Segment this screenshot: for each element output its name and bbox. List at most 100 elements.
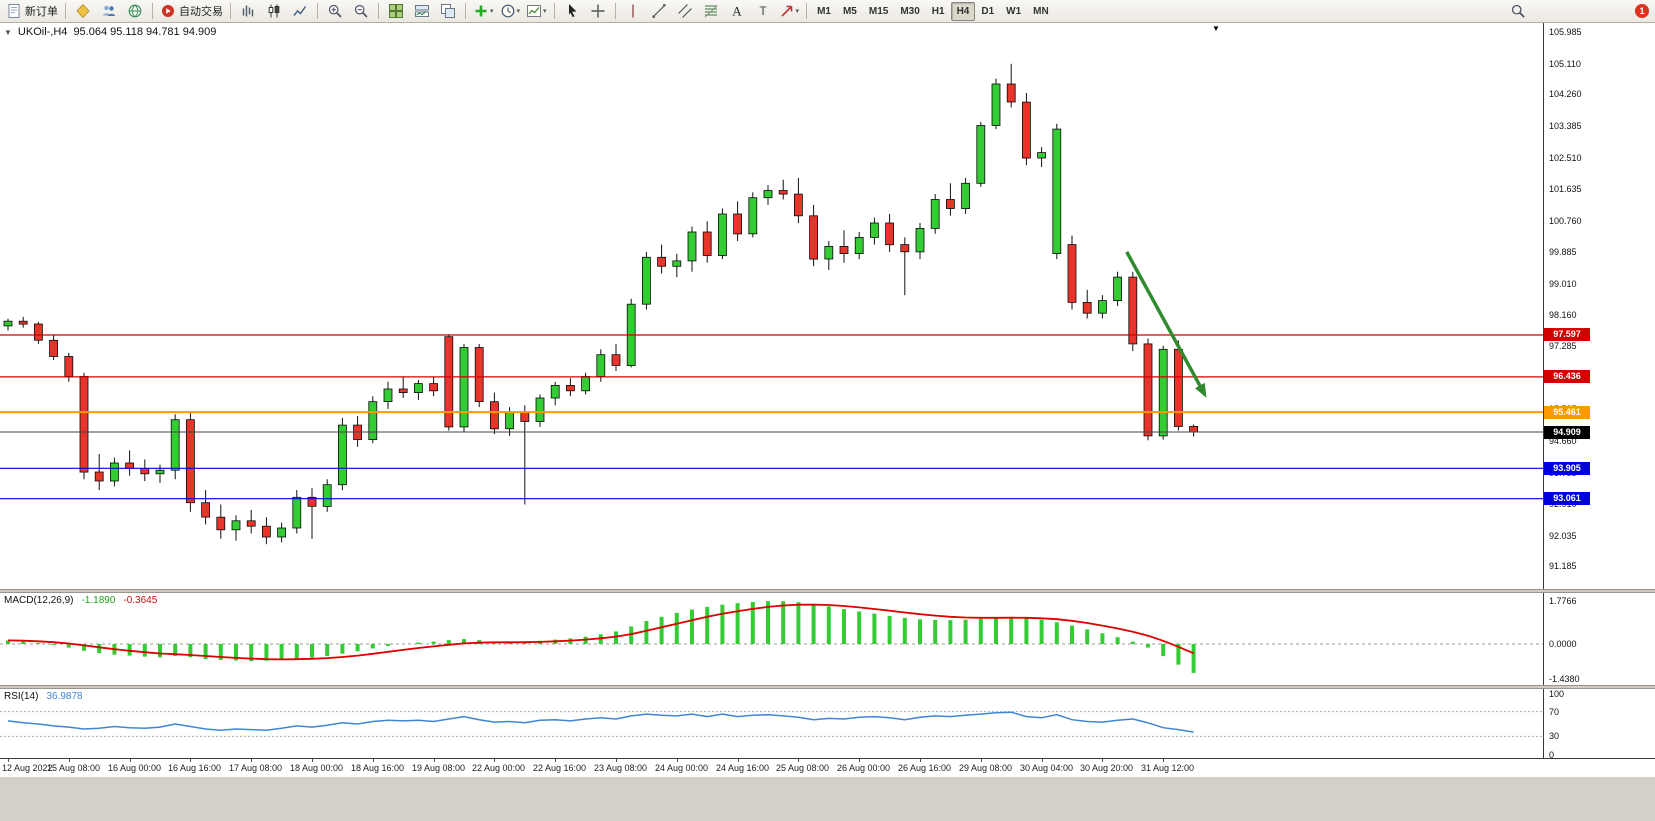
- toolbar-separator: [465, 3, 466, 19]
- new-order-button[interactable]: 新订单: [3, 0, 61, 22]
- time-label: 15 Aug 08:00: [47, 763, 101, 773]
- add-indicator-icon[interactable]: ▾: [470, 0, 497, 22]
- zoom-out-icon[interactable]: [348, 0, 374, 22]
- main-chart[interactable]: ▼ UKOil-,H4 95.064 95.118 94.781 94.909 …: [0, 23, 1543, 589]
- text-icon[interactable]: A: [724, 0, 750, 22]
- time-label: 26 Aug 16:00: [898, 763, 952, 773]
- toolbar-separator: [806, 3, 808, 19]
- timeframe-mn[interactable]: MN: [1033, 5, 1049, 17]
- chart-shift-marker-icon[interactable]: ▼: [1212, 24, 1220, 33]
- trendline-icon[interactable]: [646, 0, 672, 22]
- price-tick: 99.010: [1549, 279, 1577, 289]
- zoom-out-icon: [354, 4, 368, 18]
- templates-icon[interactable]: ▾: [523, 0, 550, 22]
- cursor-icon[interactable]: [559, 0, 585, 22]
- timeframe-m5[interactable]: M5: [842, 5, 857, 17]
- text-icon: A: [732, 4, 742, 19]
- rsi-scale-tick: 30: [1549, 731, 1560, 741]
- timeframe-h1[interactable]: H1: [931, 5, 945, 17]
- macd-scale-tick: -1.4380: [1549, 674, 1580, 684]
- timeframe-h4[interactable]: H4: [950, 1, 976, 21]
- zoom-in-icon[interactable]: [322, 0, 348, 22]
- time-label: 16 Aug 16:00: [168, 763, 222, 773]
- price-tick: 104.260: [1549, 89, 1582, 99]
- price-tick: 103.385: [1549, 121, 1582, 131]
- time-label: 25 Aug 08:00: [776, 763, 830, 773]
- bar-chart-icon[interactable]: [235, 0, 261, 22]
- time-label: 22 Aug 16:00: [533, 763, 587, 773]
- price-tick: 91.185: [1549, 561, 1577, 571]
- time-label: 30 Aug 20:00: [1080, 763, 1134, 773]
- time-tick: [1163, 759, 1164, 762]
- price-tick: 97.285: [1549, 341, 1577, 351]
- timeframe-m1[interactable]: M1: [817, 5, 831, 17]
- symbol-dropdown-icon[interactable]: ▼: [4, 27, 12, 37]
- crosshair-icon: [591, 4, 605, 18]
- time-tick: [677, 759, 678, 762]
- fibonacci-icon[interactable]: [698, 0, 724, 22]
- time-tick: [616, 759, 617, 762]
- time-tick: [859, 759, 860, 762]
- macd-panel[interactable]: MACD(12,26,9) -1.1890 -0.3645: [0, 593, 1543, 685]
- time-axis[interactable]: 12 Aug 2022 15 Aug 08:00 16 Aug 00:00 16 Au…: [0, 758, 1655, 776]
- time-tick: [8, 759, 9, 762]
- rsi-chart: [0, 711, 1543, 737]
- line-chart-icon[interactable]: [287, 0, 313, 22]
- new-order-button-label: 新订单: [25, 6, 58, 18]
- time-tick: [494, 759, 495, 762]
- rsi-value: 36.9878: [46, 691, 83, 702]
- line-chart-icon: [293, 6, 307, 16]
- time-label: 23 Aug 08:00: [594, 763, 648, 773]
- web-terminal-icon[interactable]: [122, 0, 148, 22]
- mql-icon: [76, 3, 90, 19]
- timeframe-w1[interactable]: W1: [1006, 5, 1022, 17]
- macd-axis[interactable]: 1.7766 0.0000 -1.4380: [1543, 593, 1655, 685]
- vertical-line-icon[interactable]: [620, 0, 646, 22]
- rsi-panel[interactable]: RSI(14) 36.9878: [0, 689, 1543, 758]
- channel-icon[interactable]: [672, 0, 698, 22]
- panel-divider[interactable]: [0, 589, 1655, 593]
- time-tick: [130, 759, 131, 762]
- candlestick-chart-icon[interactable]: [261, 0, 287, 22]
- time-tick: [738, 759, 739, 762]
- time-label: 22 Aug 00:00: [472, 763, 526, 773]
- timeframe-d1[interactable]: D1: [981, 5, 995, 17]
- toolbar-separator: [65, 3, 66, 19]
- time-label: 18 Aug 16:00: [351, 763, 405, 773]
- timeframe-m30[interactable]: M30: [900, 5, 920, 17]
- mql-icon[interactable]: [70, 0, 96, 22]
- panel-divider[interactable]: [0, 685, 1655, 689]
- chart-ohlc-values: 95.064 95.118 94.781 94.909: [73, 26, 217, 38]
- time-tick: [312, 759, 313, 762]
- text-label-icon[interactable]: T: [750, 0, 776, 22]
- time-tick: [1042, 759, 1043, 762]
- price-badge: 94.909: [1544, 426, 1590, 439]
- price-tick: 102.510: [1549, 153, 1582, 163]
- search-button[interactable]: [1505, 0, 1531, 22]
- price-axis[interactable]: 105.985 105.110 104.260 103.385 102.510 101.6…: [1543, 23, 1655, 589]
- macd-scale-tick: 1.7766: [1549, 596, 1577, 606]
- price-badge: 95.461: [1544, 406, 1590, 419]
- timeframe-m15[interactable]: M15: [868, 5, 889, 17]
- arrows-icon[interactable]: ▾: [776, 0, 803, 22]
- profiles-icon[interactable]: [96, 0, 122, 22]
- rsi-scale-tick: 0: [1549, 750, 1555, 758]
- candlestick-chart[interactable]: [0, 23, 1543, 589]
- cursor-icon: [568, 4, 577, 18]
- notification-badge[interactable]: 1: [1635, 4, 1649, 18]
- auto-trading-button[interactable]: 自动交易: [157, 0, 226, 22]
- rsi-axis[interactable]: 100 70 30 0: [1543, 689, 1655, 758]
- price-tick: 94.660: [1549, 436, 1577, 446]
- periods-icon[interactable]: ▾: [497, 0, 524, 22]
- time-label: 24 Aug 00:00: [655, 763, 709, 773]
- indicator-window-icon[interactable]: [409, 0, 435, 22]
- navigator-icon[interactable]: [435, 0, 461, 22]
- time-label: 26 Aug 00:00: [837, 763, 891, 773]
- fibonacci-icon: [704, 5, 717, 18]
- toolbar-separator: [152, 3, 153, 19]
- crosshair-icon[interactable]: [585, 0, 611, 22]
- tile-windows-icon[interactable]: [383, 0, 409, 22]
- price-tick: 101.635: [1549, 184, 1582, 194]
- time-label: 30 Aug 04:00: [1020, 763, 1074, 773]
- time-tick: [373, 759, 374, 762]
